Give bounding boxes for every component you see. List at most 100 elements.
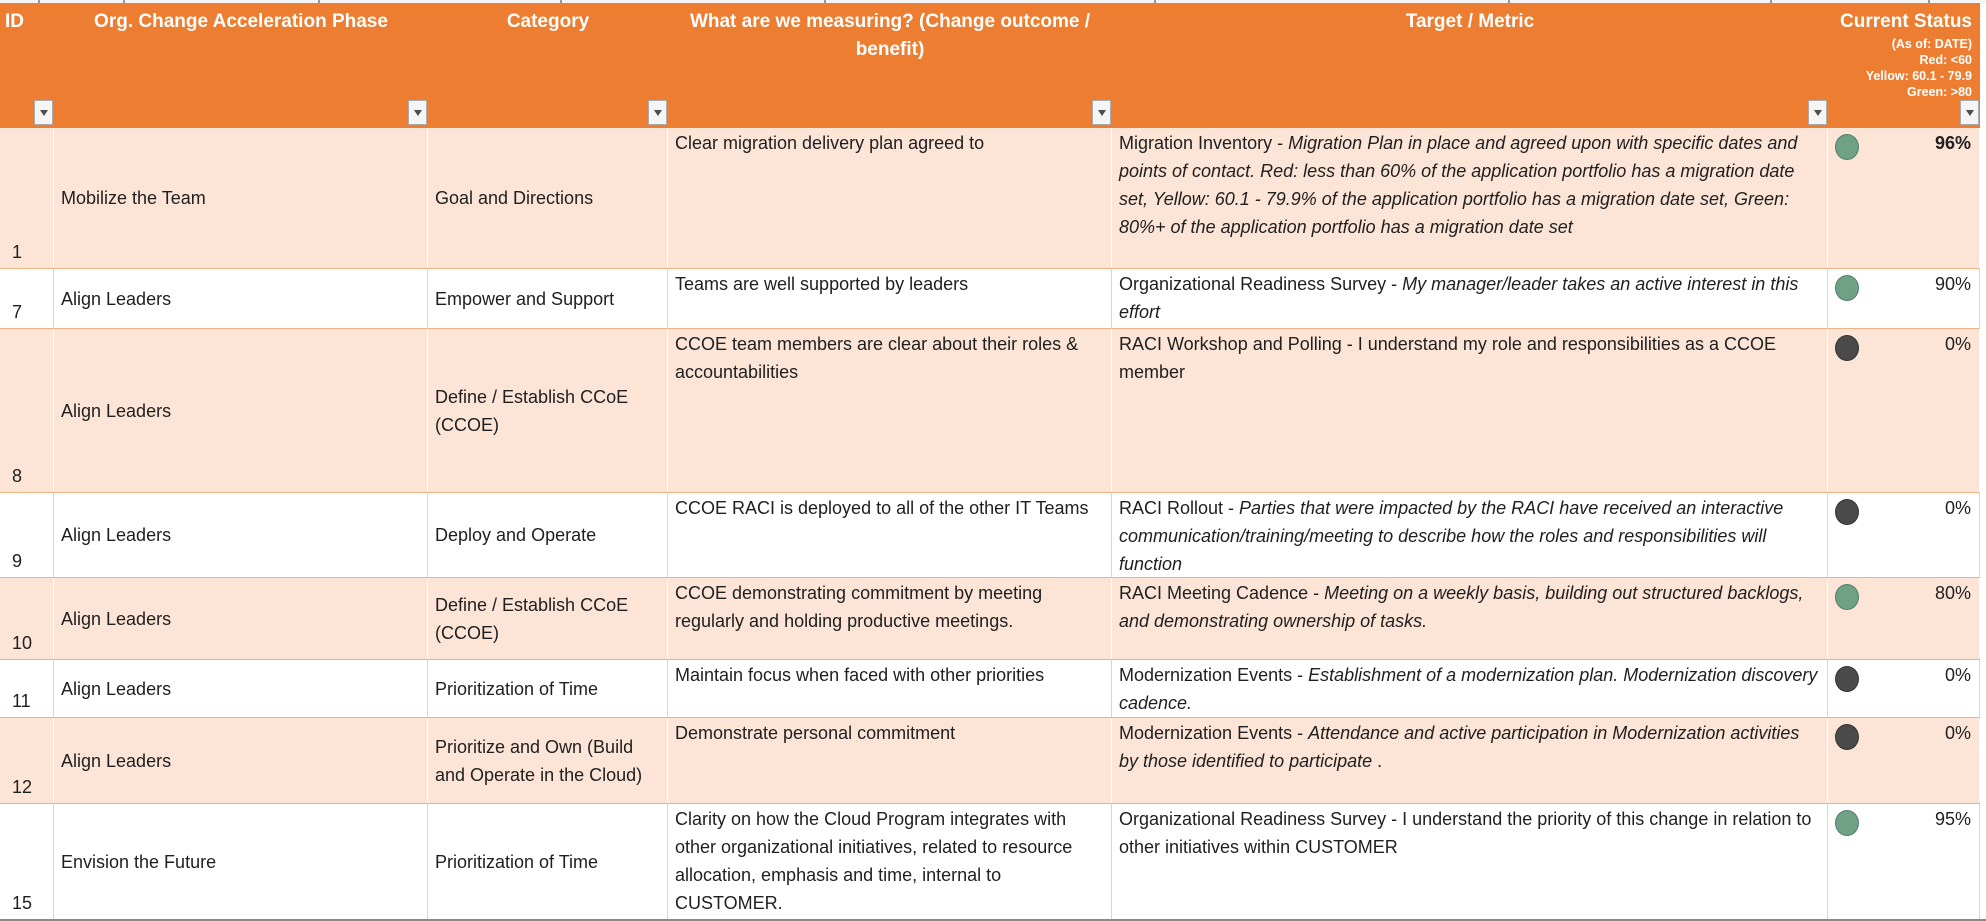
target-italic: Establishment of a modernization plan. M… — [1119, 665, 1818, 713]
filter-dropdown-icon — [1813, 109, 1822, 116]
header-label-phase: Org. Change Acceleration Phase — [94, 11, 388, 32]
cell-status[interactable]: 80% — [1828, 578, 1980, 659]
cell-target[interactable]: RACI Rollout - Parties that were impacte… — [1112, 493, 1828, 577]
status-indicator-dot — [1835, 666, 1859, 692]
cell-id[interactable]: 12 — [0, 718, 54, 803]
status-legend-asof: (As of: DATE) — [1891, 36, 1972, 51]
filter-dropdown-icon — [1097, 109, 1106, 116]
status-percent: 96% — [1934, 133, 1971, 153]
cell-target[interactable]: Modernization Events - Establishment of … — [1112, 660, 1828, 717]
cell-category[interactable]: Empower and Support — [428, 269, 668, 328]
cell-id[interactable]: 1 — [0, 128, 54, 268]
header-cell-id: ID — [0, 3, 54, 128]
cell-measuring[interactable]: Clear migration delivery plan agreed to — [668, 128, 1112, 268]
cell-phase[interactable]: Align Leaders — [54, 493, 428, 577]
filter-button-phase[interactable] — [408, 100, 427, 125]
cell-measuring[interactable]: CCOE demonstrating commitment by meeting… — [668, 578, 1112, 659]
cell-measuring[interactable]: Clarity on how the Cloud Program integra… — [668, 804, 1112, 919]
cell-target[interactable]: Migration Inventory - Migration Plan in … — [1112, 128, 1828, 268]
status-indicator-dot — [1835, 335, 1859, 361]
cell-phase[interactable]: Align Leaders — [54, 660, 428, 717]
status-percent: 90% — [1934, 274, 1971, 294]
cell-target[interactable]: Modernization Events - Attendance and ac… — [1112, 718, 1828, 803]
cell-target[interactable]: RACI Workshop and Polling - I understand… — [1112, 329, 1828, 492]
filter-button-id[interactable] — [34, 100, 53, 125]
header-cell-status: Current Status (As of: DATE) Red: <60 Ye… — [1828, 3, 1980, 128]
status-percent: 0% — [1944, 498, 1971, 518]
filter-button-category[interactable] — [648, 100, 667, 125]
cell-id[interactable]: 8 — [0, 329, 54, 492]
gridline-tick — [1154, 0, 1156, 3]
target-tail: . — [1372, 751, 1383, 771]
cell-phase[interactable]: Envision the Future — [54, 804, 428, 919]
cell-measuring[interactable]: Demonstrate personal commitment — [668, 718, 1112, 803]
cell-target[interactable]: RACI Meeting Cadence - Meeting on a week… — [1112, 578, 1828, 659]
measuring-value: CCOE team members are clear about their … — [675, 334, 1079, 382]
cell-phase[interactable]: Align Leaders — [54, 718, 428, 803]
cell-measuring[interactable]: Maintain focus when faced with other pri… — [668, 660, 1112, 717]
status-percent: 0% — [1944, 334, 1971, 354]
cell-id[interactable]: 9 — [0, 493, 54, 577]
table-row: 8 Align Leaders Define / Establish CCoE (C… — [0, 329, 1980, 493]
filter-dropdown-icon — [653, 109, 662, 116]
target-italic: Meeting on a weekly basis, building out … — [1119, 583, 1804, 631]
filter-button-measuring[interactable] — [1092, 100, 1111, 125]
measuring-value: Demonstrate personal commitment — [675, 723, 956, 743]
target-italic: Attendance and active participation in M… — [1119, 723, 1800, 771]
header-cell-phase: Org. Change Acceleration Phase — [54, 3, 428, 128]
status-indicator-dot — [1835, 134, 1859, 160]
cell-category[interactable]: Define / Establish CCoE (CCOE) — [428, 578, 668, 659]
cell-category[interactable]: Prioritize and Own (Build and Operate in… — [428, 718, 668, 803]
cell-phase[interactable]: Align Leaders — [54, 329, 428, 492]
cell-status[interactable]: 96% — [1828, 128, 1980, 268]
header-label-measuring: What are we measuring? (Change outcome /… — [689, 11, 1091, 60]
cell-status[interactable]: 95% — [1828, 804, 1980, 919]
filter-dropdown-icon — [413, 109, 422, 116]
cell-category[interactable]: Goal and Directions — [428, 128, 668, 268]
cell-id[interactable]: 7 — [0, 269, 54, 328]
phase-value: Align Leaders — [61, 750, 172, 771]
cell-status[interactable]: 0% — [1828, 493, 1980, 577]
status-percent: 0% — [1944, 723, 1971, 743]
cell-status[interactable]: 0% — [1828, 718, 1980, 803]
cell-category[interactable]: Define / Establish CCoE (CCOE) — [428, 329, 668, 492]
status-indicator-dot — [1835, 275, 1859, 301]
gridline-stub-strip — [0, 0, 1986, 3]
cell-measuring[interactable]: CCOE team members are clear about their … — [668, 329, 1112, 492]
target-lead: Organizational Readiness Survey - I unde… — [1119, 809, 1812, 857]
filter-button-target[interactable] — [1808, 100, 1827, 125]
cell-status[interactable]: 90% — [1828, 269, 1980, 328]
phase-value: Align Leaders — [61, 608, 172, 629]
phase-value: Mobilize the Team — [61, 188, 206, 208]
cell-phase[interactable]: Align Leaders — [54, 269, 428, 328]
cell-target[interactable]: Organizational Readiness Survey - My man… — [1112, 269, 1828, 328]
measuring-value: Clear migration delivery plan agreed to — [675, 133, 985, 153]
cell-status[interactable]: 0% — [1828, 329, 1980, 492]
cell-target[interactable]: Organizational Readiness Survey - I unde… — [1112, 804, 1828, 919]
header-label-category: Category — [506, 11, 590, 32]
phase-value: Envision the Future — [61, 851, 217, 872]
cell-id[interactable]: 10 — [0, 578, 54, 659]
cell-category[interactable]: Deploy and Operate — [428, 493, 668, 577]
category-value: Prioritization of Time — [435, 678, 599, 699]
cell-phase[interactable]: Align Leaders — [54, 578, 428, 659]
target-italic: Migration Plan in place and agreed upon … — [1119, 133, 1798, 237]
cell-category[interactable]: Prioritization of Time — [428, 804, 668, 919]
target-lead: Migration Inventory - — [1119, 133, 1289, 153]
cell-measuring[interactable]: Teams are well supported by leaders — [668, 269, 1112, 328]
header-label-status: Current Status — [1840, 11, 1972, 32]
cell-status[interactable]: 0% — [1828, 660, 1980, 717]
target-lead: Organizational Readiness Survey - — [1119, 274, 1403, 294]
cell-phase[interactable]: Mobilize the Team — [54, 128, 428, 268]
header-cell-target: Target / Metric — [1112, 3, 1828, 128]
cell-measuring[interactable]: CCOE RACI is deployed to all of the othe… — [668, 493, 1112, 577]
target-italic: My manager/leader takes an active intere… — [1119, 274, 1799, 322]
status-legend-red: Red: <60 — [1919, 52, 1972, 67]
filter-button-status[interactable] — [1960, 100, 1979, 125]
cell-category[interactable]: Prioritization of Time — [428, 660, 668, 717]
cell-id[interactable]: 15 — [0, 804, 54, 919]
table-row: 10 Align Leaders Define / Establish CCoE (… — [0, 578, 1980, 660]
status-indicator-dot — [1835, 499, 1859, 525]
cell-id[interactable]: 11 — [0, 660, 54, 717]
gridline-tick — [824, 0, 826, 3]
